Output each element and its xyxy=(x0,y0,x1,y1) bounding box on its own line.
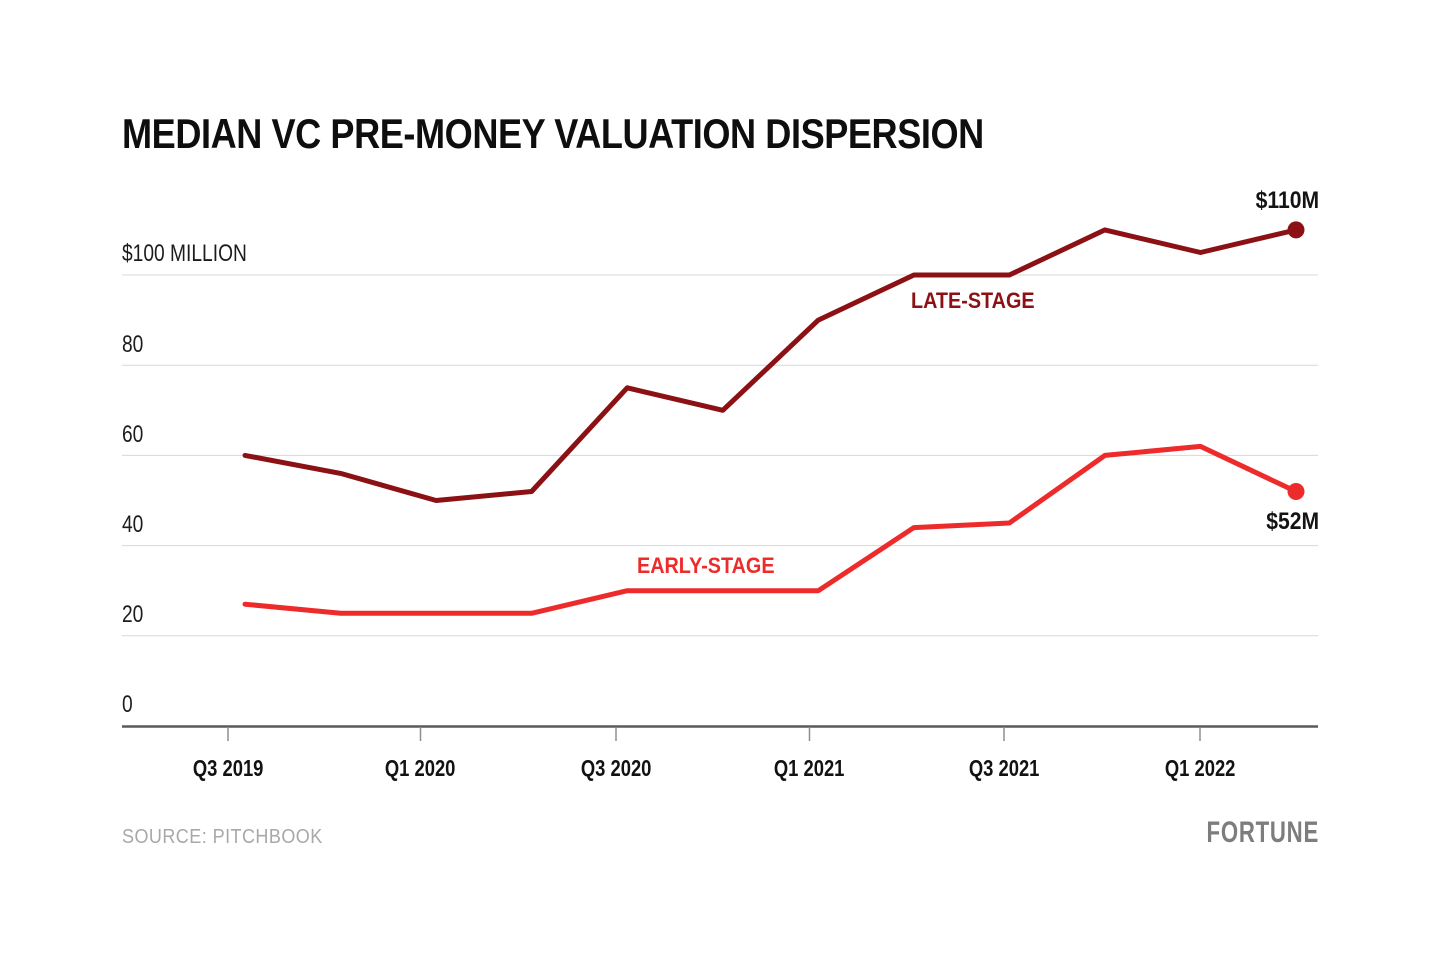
late-stage-line xyxy=(242,227,1299,503)
early-stage-end-dot xyxy=(1287,483,1305,500)
source-credit: SOURCE: PITCHBOOK xyxy=(122,826,323,848)
late-stage-end-value-label: $110M xyxy=(1255,187,1319,214)
chart-title: MEDIAN VC PRE-MONEY VALUATION DISPERSION xyxy=(122,110,984,157)
early-stage-series-label: EARLY-STAGE xyxy=(637,553,775,578)
y-axis-tick-label: 20 xyxy=(122,601,144,628)
y-axis-tick-label: 40 xyxy=(122,511,144,538)
x-axis-tick-label: Q1 2020 xyxy=(385,755,456,781)
late-stage-series-label: LATE-STAGE xyxy=(911,288,1035,313)
x-axis-tick-label: Q1 2021 xyxy=(774,755,845,781)
y-axis-tick-label: 60 xyxy=(122,421,144,448)
y-axis-tick-label: 0 xyxy=(122,691,133,718)
late-stage-end-dot xyxy=(1287,221,1305,239)
early-stage-line xyxy=(242,443,1299,616)
x-axis-tick-label: Q3 2020 xyxy=(580,755,652,781)
y-axis-tick-label: 80 xyxy=(122,331,144,358)
x-axis-tick-label: Q1 2022 xyxy=(1164,755,1236,781)
y-axis-tick-label: $100 MILLION xyxy=(122,240,247,267)
fortune-logo: FORTUNE xyxy=(1206,816,1319,849)
x-axis-tick-label: Q3 2019 xyxy=(192,755,264,781)
x-axis-tick-label: Q3 2021 xyxy=(968,755,1040,781)
early-stage-end-value-label: $52M xyxy=(1266,508,1319,535)
